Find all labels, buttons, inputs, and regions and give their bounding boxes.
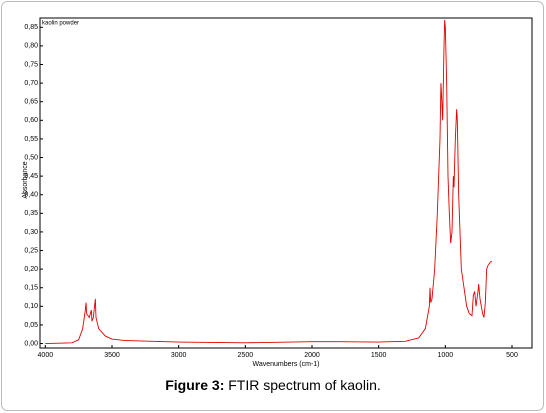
y-tick-label: 0,35 <box>24 210 38 217</box>
y-tick-label: 0,25 <box>24 247 38 254</box>
x-tick-label: 3000 <box>171 352 187 359</box>
y-tick-label: 0,80 <box>24 43 38 50</box>
caption-text: FTIR spectrum of kaolin. <box>228 377 381 393</box>
y-tick-label: 0,15 <box>24 285 38 292</box>
y-tick-label: 0,75 <box>24 61 38 68</box>
y-tick-label: 0,05 <box>24 322 38 329</box>
x-tick-label: 500 <box>506 352 518 359</box>
x-tick-label: 2000 <box>304 352 320 359</box>
y-tick-label: 0,00 <box>24 340 38 347</box>
y-tick-label: 0,50 <box>24 154 38 161</box>
y-tick-label: 0,10 <box>24 303 38 310</box>
y-axis-label: Absorbance <box>22 161 29 198</box>
x-tick-label: 2500 <box>238 352 254 359</box>
y-tick-label: 0,65 <box>24 99 38 106</box>
plot-frame <box>39 17 533 349</box>
x-tick-label: 4000 <box>38 352 54 359</box>
y-tick-label: 0,30 <box>24 229 38 236</box>
y-tick-label: 0,60 <box>24 117 38 124</box>
y-tick-label: 0,40 <box>24 192 38 199</box>
y-tick-label: 0,45 <box>24 173 38 180</box>
caption: Figure 3: FTIR spectrum of kaolin. <box>165 377 381 393</box>
y-tick-label: 0,70 <box>24 80 38 87</box>
x-axis-label: Wavenumbers (cm-1) <box>252 361 319 368</box>
y-tick-label: 0,85 <box>24 24 38 31</box>
x-tick-label: 1500 <box>371 352 387 359</box>
spectrum-line <box>45 19 492 344</box>
x-tick-label: 3500 <box>104 352 120 359</box>
legend-label: kaolin powder <box>42 21 79 27</box>
y-tick-label: 0,55 <box>24 136 38 143</box>
caption-label: Figure 3: <box>165 377 224 393</box>
x-tick-label: 1000 <box>438 352 454 359</box>
y-tick-label: 0,20 <box>24 266 38 273</box>
